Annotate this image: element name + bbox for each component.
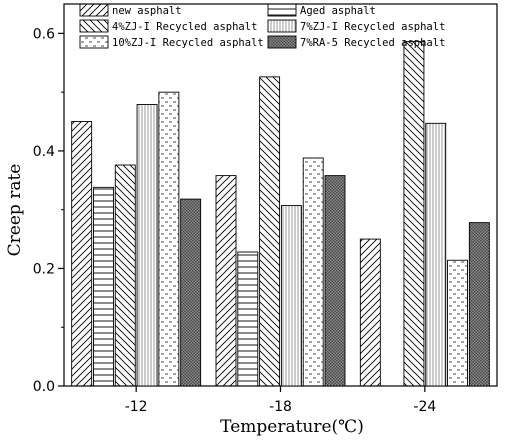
x-tick-label: -24 <box>413 399 436 415</box>
legend-label: 7%RA-5 Recycled asphalt <box>300 37 445 49</box>
legend-label: Aged asphalt <box>300 5 376 17</box>
y-tick-label: 0.6 <box>33 26 55 42</box>
legend-swatch <box>267 19 297 33</box>
y-tick-label: 0.4 <box>33 144 55 160</box>
bar <box>180 198 202 387</box>
legend-label: 10%ZJ-I Recycled asphalt <box>112 37 264 49</box>
legend-swatch <box>79 35 109 49</box>
y-axis-title: Creep rate <box>5 164 25 257</box>
legend-label: 4%ZJ-I Recycled asphalt <box>112 21 257 33</box>
x-tick-label: -12 <box>125 399 148 415</box>
bar <box>237 251 259 387</box>
bar <box>158 91 180 387</box>
bar <box>215 175 237 387</box>
legend-swatch <box>79 3 109 17</box>
legend-label: 7%ZJ-I Recycled asphalt <box>300 21 445 33</box>
legend-label: new asphalt <box>112 5 182 17</box>
x-tick-label: -18 <box>269 399 292 415</box>
bar <box>403 41 425 387</box>
bar <box>93 186 114 387</box>
bar <box>425 122 447 387</box>
bar <box>280 205 302 387</box>
legend-swatch <box>267 35 297 49</box>
bar <box>324 175 346 387</box>
bar <box>136 104 158 387</box>
bar <box>71 121 93 387</box>
legend-swatch <box>267 3 297 17</box>
y-tick-label: 0.2 <box>33 261 55 277</box>
legend: new asphalt Aged asphalt 4%ZJ-I Recycled a… <box>79 3 445 49</box>
plot-area: 0.0 0.2 0.4 0.6 -12 -18 -24 <box>33 3 498 415</box>
bar <box>468 222 490 387</box>
x-axis-title: Temperature(℃) <box>220 417 364 437</box>
legend-swatch <box>79 19 109 33</box>
y-tick-label: 0.0 <box>33 379 55 395</box>
bar <box>359 238 381 387</box>
bar <box>447 259 468 387</box>
bar <box>302 157 324 387</box>
bar <box>114 164 136 387</box>
bar <box>259 76 281 387</box>
